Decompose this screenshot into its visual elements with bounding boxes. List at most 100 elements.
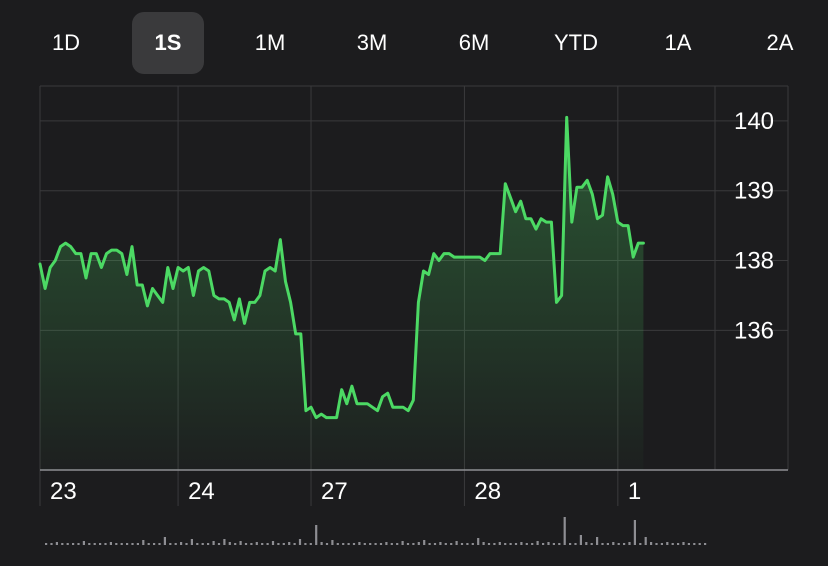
volume-bar [412, 543, 415, 545]
volume-bar [574, 543, 577, 545]
price-area [40, 117, 644, 471]
volume-bar [45, 543, 48, 545]
volume-bar [228, 542, 231, 545]
tab-3m[interactable]: 3M [356, 30, 388, 55]
volume-bar [444, 543, 447, 545]
volume-bar [477, 538, 480, 545]
volume-bar [136, 543, 139, 545]
volume-bar [266, 543, 269, 545]
tab-ytd[interactable]: YTD [554, 30, 598, 55]
tab-1m[interactable]: 1M [254, 30, 286, 55]
volume-bar [417, 542, 420, 545]
volume-bar [428, 543, 431, 545]
volume-bar [93, 543, 96, 545]
volume-bar [666, 542, 669, 545]
x-tick-label: 24 [188, 478, 215, 505]
y-tick-label: 136 [734, 317, 774, 344]
volume-bar [401, 541, 404, 545]
volume-bar [147, 543, 150, 545]
volume-bar [687, 543, 690, 545]
tab-1d[interactable]: 1D [51, 30, 81, 55]
volume-bar [158, 543, 161, 545]
volume-bar [590, 543, 593, 545]
volume-bar [99, 543, 102, 545]
volume-bar [82, 541, 85, 545]
volume-bar [250, 543, 253, 545]
volume-bar [104, 543, 107, 545]
volume-bar [617, 543, 620, 545]
volume-bar [223, 539, 226, 545]
volume-bar [288, 542, 291, 545]
volume-bar [406, 543, 410, 545]
volume-bar [109, 542, 112, 545]
volume-bar [390, 543, 393, 545]
volume-bar [466, 543, 469, 545]
volume-bar [115, 543, 118, 545]
volume-bar [385, 542, 388, 545]
volume-bar [677, 543, 680, 545]
volume-bar [88, 543, 91, 545]
volume-bar [126, 543, 129, 545]
volume-bar [439, 542, 442, 545]
tab-2a[interactable]: 2A [766, 30, 794, 55]
volume-bar [671, 543, 674, 545]
volume-bar [633, 520, 636, 545]
x-tick-label: 27 [321, 478, 348, 505]
tab-6m[interactable]: 6M [458, 30, 490, 55]
volume-bar [639, 543, 642, 545]
volume-bar [169, 543, 172, 545]
volume-bar [277, 543, 280, 545]
volume-bar [207, 543, 210, 545]
volume-bar [585, 542, 588, 545]
volume-bar [369, 543, 372, 545]
volume-bar [482, 542, 485, 545]
volume-bar [174, 543, 177, 545]
volume-bar [61, 543, 64, 545]
volume-bar [282, 543, 285, 545]
volume-bar [612, 542, 615, 545]
volume-bar [309, 543, 312, 545]
volume-bar [131, 543, 134, 545]
volume-bar [504, 543, 507, 545]
volume-bar [471, 543, 474, 545]
volume-bar [460, 543, 464, 545]
volume-bar [596, 537, 599, 545]
volume-bar [374, 543, 377, 545]
volume-bar [180, 542, 183, 545]
y-tick-label: 138 [734, 248, 774, 275]
volume-bar [455, 541, 458, 545]
volume-bar [185, 543, 188, 545]
volume-bar [331, 540, 334, 545]
volume-bar [450, 543, 453, 545]
x-tick-label: 28 [474, 478, 501, 505]
volume-bar [623, 543, 626, 545]
volume-bar [601, 543, 604, 545]
y-tick-label: 139 [734, 178, 774, 205]
volume-bar [487, 543, 491, 545]
x-tick-label: 1 [628, 478, 641, 505]
volume-bar [72, 543, 75, 545]
volume-bar [704, 543, 707, 545]
volume-bar [50, 543, 53, 545]
volume-bar [77, 543, 80, 545]
volume-bar [693, 543, 696, 545]
volume-bar [271, 541, 275, 545]
volume-bar [234, 543, 237, 545]
volume-bar [261, 543, 264, 545]
volume-bar [212, 541, 215, 545]
volume-bar [55, 542, 58, 545]
volume-bar [650, 542, 653, 545]
volume-bar [293, 543, 296, 545]
volume-bar [547, 542, 550, 545]
tab-1a[interactable]: 1A [664, 30, 692, 55]
volume-bar [498, 542, 501, 545]
volume-bar [514, 543, 518, 545]
volume-bar [363, 543, 366, 545]
volume-bar [698, 543, 701, 545]
volume-bar [358, 542, 361, 545]
volume-bar [163, 537, 166, 545]
volume-bar [325, 543, 329, 545]
volume-bar [682, 542, 685, 545]
volume-bar [655, 543, 658, 545]
tab-1s[interactable]: 1S [132, 12, 204, 74]
